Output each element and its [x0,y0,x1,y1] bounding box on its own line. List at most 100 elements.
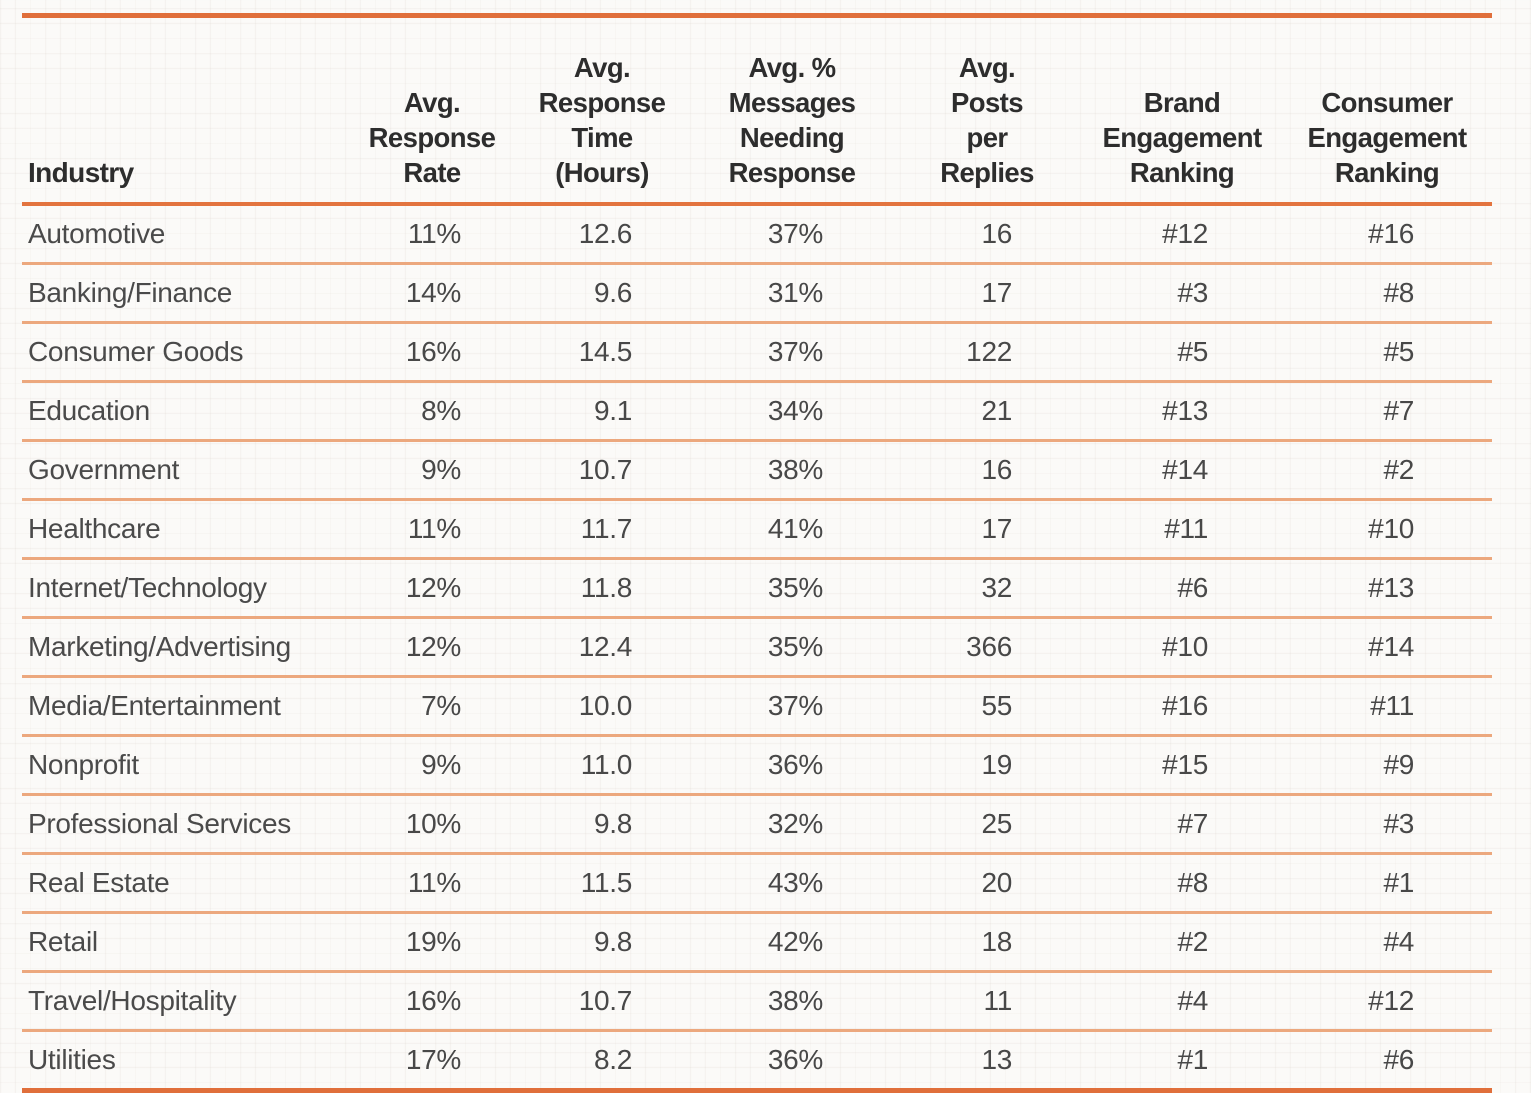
cell-industry: Professional Services [28,808,291,839]
cell-response-rate: 9% [352,736,512,795]
cell-value: #6 [1177,572,1208,603]
cell-industry: Travel/Hospitality [28,985,237,1016]
cell-value: #10 [1162,631,1208,662]
cell-value: 20 [981,867,1012,898]
cell-industry: Nonprofit [28,749,139,780]
cell-value: 16% [405,985,461,1016]
cell-pct-messages-needing-response: 34% [692,382,892,441]
cell-posts-per-replies: 16 [892,441,1082,500]
cell-value: #5 [1383,336,1414,367]
cell-consumer-engagement-ranking: #1 [1282,854,1492,913]
cell-response-time: 11.0 [512,736,692,795]
cell-value: #7 [1383,395,1414,426]
cell-response-time: 9.8 [512,795,692,854]
cell-brand-engagement-ranking: #3 [1082,264,1282,323]
cell-consumer-engagement-ranking: #4 [1282,913,1492,972]
cell-value: 16 [981,218,1012,249]
cell-posts-per-replies: 21 [892,382,1082,441]
cell-value: 366 [966,631,1012,662]
table-row: Travel/Hospitality 16% 10.7 38% 11 #4 #12 [22,971,1492,1031]
cell-value: 17 [981,513,1012,544]
cell-value: #1 [1383,867,1414,898]
cell-value: 36% [767,749,823,780]
cell-response-time: 9.8 [512,913,692,972]
cell-posts-per-replies: 19 [892,736,1082,795]
cell-value: #15 [1162,749,1208,780]
cell-response-time: 11.5 [512,854,692,913]
cell-response-time: 14.5 [512,323,692,382]
cell-consumer-engagement-ranking: #8 [1282,264,1492,323]
cell-value: 10.7 [578,985,633,1016]
cell-consumer-engagement-ranking: #16 [1282,204,1492,264]
cell-response-rate: 8% [352,382,512,441]
cell-value: #11 [1164,513,1208,544]
table-row: Utilities 17% 8.2 36% 13 #1 #6 [22,1030,1492,1091]
cell-response-rate: 16% [352,972,512,1031]
cell-value: 11.7 [580,513,633,544]
cell-brand-engagement-ranking: #7 [1082,795,1282,854]
cell-value: 11% [407,218,461,249]
cell-response-rate: 11% [352,500,512,559]
cell-value: #1 [1177,1044,1208,1075]
cell-value: #5 [1177,336,1208,367]
cell-brand-engagement-ranking: #11 [1082,500,1282,559]
cell-value: #4 [1177,985,1208,1016]
table-row: Government 9% 10.7 38% 16 #14 #2 [22,440,1492,500]
cell-response-time: 10.0 [512,677,692,736]
cell-posts-per-replies: 11 [892,972,1082,1031]
column-header-label: Industry [28,157,134,188]
table-row: Nonprofit 9% 11.0 36% 19 #15 #9 [22,735,1492,795]
cell-value: 11% [407,867,461,898]
cell-response-rate: 10% [352,795,512,854]
cell-value: 16% [405,336,461,367]
cell-value: 19% [405,926,461,957]
cell-brand-engagement-ranking: #13 [1082,382,1282,441]
cell-response-rate: 7% [352,677,512,736]
cell-value: #4 [1383,926,1414,957]
cell-pct-messages-needing-response: 37% [692,323,892,382]
cell-consumer-engagement-ranking: #5 [1282,323,1492,382]
table-row: Retail 19% 9.8 42% 18 #2 #4 [22,912,1492,972]
table-row: Real Estate 11% 11.5 43% 20 #8 #1 [22,853,1492,913]
cell-value: 21 [981,395,1012,426]
cell-value: #8 [1383,277,1414,308]
cell-response-time: 8.2 [512,1031,692,1091]
table-header: Industry Avg. Response Rate Avg. Response … [22,16,1492,204]
cell-value: 10.7 [578,454,633,485]
cell-value: 38% [767,985,823,1016]
cell-pct-messages-needing-response: 42% [692,913,892,972]
cell-value: 11.5 [580,867,633,898]
cell-value: 37% [767,336,823,367]
cell-response-time: 11.8 [512,559,692,618]
cell-value: 8% [421,395,461,426]
cell-value: 9% [421,749,461,780]
cell-value: 55 [981,690,1012,721]
cell-brand-engagement-ranking: #2 [1082,913,1282,972]
table-row: Media/Entertainment 7% 10.0 37% 55 #16 #11 [22,676,1492,736]
cell-pct-messages-needing-response: 37% [692,677,892,736]
cell-industry: Retail [28,926,98,957]
table-row: Banking/Finance 14% 9.6 31% 17 #3 #8 [22,263,1492,323]
cell-value: 25 [981,808,1012,839]
cell-value: 12% [405,572,461,603]
cell-value: #14 [1162,454,1208,485]
cell-industry: Banking/Finance [28,277,233,308]
cell-value: 37% [767,690,823,721]
cell-industry: Marketing/Advertising [28,631,291,662]
table-header-row: Industry Avg. Response Rate Avg. Response … [22,16,1492,204]
cell-brand-engagement-ranking: #12 [1082,204,1282,264]
cell-value: #12 [1368,985,1414,1016]
cell-posts-per-replies: 55 [892,677,1082,736]
cell-value: #6 [1383,1044,1414,1075]
cell-posts-per-replies: 122 [892,323,1082,382]
cell-value: 11% [407,513,461,544]
cell-value: 9% [421,454,461,485]
cell-value: 36% [767,1044,823,1075]
cell-consumer-engagement-ranking: #7 [1282,382,1492,441]
cell-posts-per-replies: 32 [892,559,1082,618]
cell-value: 14.5 [578,336,633,367]
cell-value: 12.6 [578,218,633,249]
cell-response-rate: 11% [352,204,512,264]
cell-pct-messages-needing-response: 41% [692,500,892,559]
cell-consumer-engagement-ranking: #10 [1282,500,1492,559]
